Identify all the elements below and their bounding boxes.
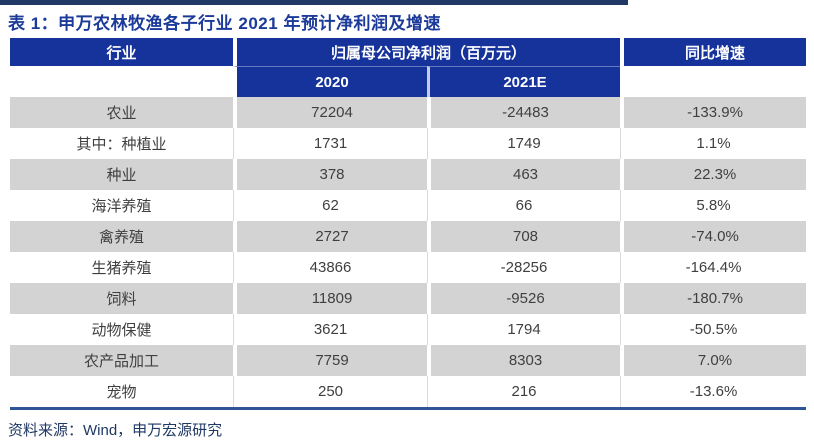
industry-cell: 生猪养殖 [10, 252, 233, 283]
industry-cell: 宠物 [10, 376, 233, 407]
yoy-cell: 22.3% [620, 159, 807, 190]
yoy-cell: -180.7% [620, 283, 807, 314]
profit-2021e-cell: 1749 [427, 128, 621, 159]
table-row: 农产品加工 7759 8303 7.0% [10, 345, 807, 376]
profit-2020-cell: 250 [233, 376, 427, 407]
yoy-cell: -164.4% [620, 252, 807, 283]
yoy-cell: 7.0% [620, 345, 807, 376]
header-row-2: 2020 2021E [10, 66, 807, 97]
table-body: 农业 72204 -24483 -133.9% 其中：种植业 1731 1749… [10, 97, 807, 407]
profit-2020-cell: 2727 [233, 221, 427, 252]
top-rule [0, 0, 628, 5]
table-row: 动物保健 3621 1794 -50.5% [10, 314, 807, 345]
header-row-1: 行业 归属母公司净利润（百万元） 同比增速 [10, 38, 807, 66]
table-row: 生猪养殖 43866 -28256 -164.4% [10, 252, 807, 283]
profit-2020-cell: 1731 [233, 128, 427, 159]
industry-cell: 海洋养殖 [10, 190, 233, 221]
profit-2021e-cell: 216 [427, 376, 621, 407]
industry-cell: 饲料 [10, 283, 233, 314]
yoy-cell: 1.1% [620, 128, 807, 159]
profit-2020-cell: 11809 [233, 283, 427, 314]
header-spacer-right [620, 66, 807, 97]
table-row: 海洋养殖 62 66 5.8% [10, 190, 807, 221]
table-row: 饲料 11809 -9526 -180.7% [10, 283, 807, 314]
profit-2020-cell: 3621 [233, 314, 427, 345]
table-header: 行业 归属母公司净利润（百万元） 同比增速 2020 2021E [10, 38, 807, 97]
col-header-yoy: 同比增速 [620, 38, 807, 66]
table-row: 禽养殖 2727 708 -74.0% [10, 221, 807, 252]
table-row: 种业 378 463 22.3% [10, 159, 807, 190]
profit-2021e-cell: 708 [427, 221, 621, 252]
industry-cell: 动物保健 [10, 314, 233, 345]
profit-2021e-cell: 66 [427, 190, 621, 221]
profit-table: 行业 归属母公司净利润（百万元） 同比增速 2020 2021E 农业 7220… [10, 38, 807, 410]
table-title: 表 1：申万农林牧渔各子行业 2021 年预计净利润及增速 [8, 14, 441, 33]
yoy-cell: -74.0% [620, 221, 807, 252]
industry-cell: 农产品加工 [10, 345, 233, 376]
yoy-cell: 5.8% [620, 190, 807, 221]
industry-cell: 种业 [10, 159, 233, 190]
industry-cell: 其中：种植业 [10, 128, 233, 159]
yoy-cell: -50.5% [620, 314, 807, 345]
col-header-2021e: 2021E [427, 66, 621, 97]
table-row: 农业 72204 -24483 -133.9% [10, 97, 807, 128]
profit-2021e-cell: -28256 [427, 252, 621, 283]
col-header-industry: 行业 [10, 38, 233, 66]
profit-2021e-cell: 463 [427, 159, 621, 190]
col-header-2020: 2020 [233, 66, 427, 97]
profit-2020-cell: 7759 [233, 345, 427, 376]
header-spacer-left [10, 66, 233, 97]
table-row: 其中：种植业 1731 1749 1.1% [10, 128, 807, 159]
industry-cell: 禽养殖 [10, 221, 233, 252]
profit-2020-cell: 72204 [233, 97, 427, 128]
profit-2020-cell: 62 [233, 190, 427, 221]
yoy-cell: -13.6% [620, 376, 807, 407]
yoy-cell: -133.9% [620, 97, 807, 128]
industry-cell: 农业 [10, 97, 233, 128]
profit-2020-cell: 43866 [233, 252, 427, 283]
profit-2021e-cell: 8303 [427, 345, 621, 376]
col-header-profit-group: 归属母公司净利润（百万元） [233, 38, 621, 66]
profit-2021e-cell: -24483 [427, 97, 621, 128]
profit-2021e-cell: -9526 [427, 283, 621, 314]
profit-2021e-cell: 1794 [427, 314, 621, 345]
table-row: 宠物 250 216 -13.6% [10, 376, 807, 407]
source-note: 资料来源：Wind，申万宏源研究 [8, 422, 223, 439]
profit-2020-cell: 378 [233, 159, 427, 190]
